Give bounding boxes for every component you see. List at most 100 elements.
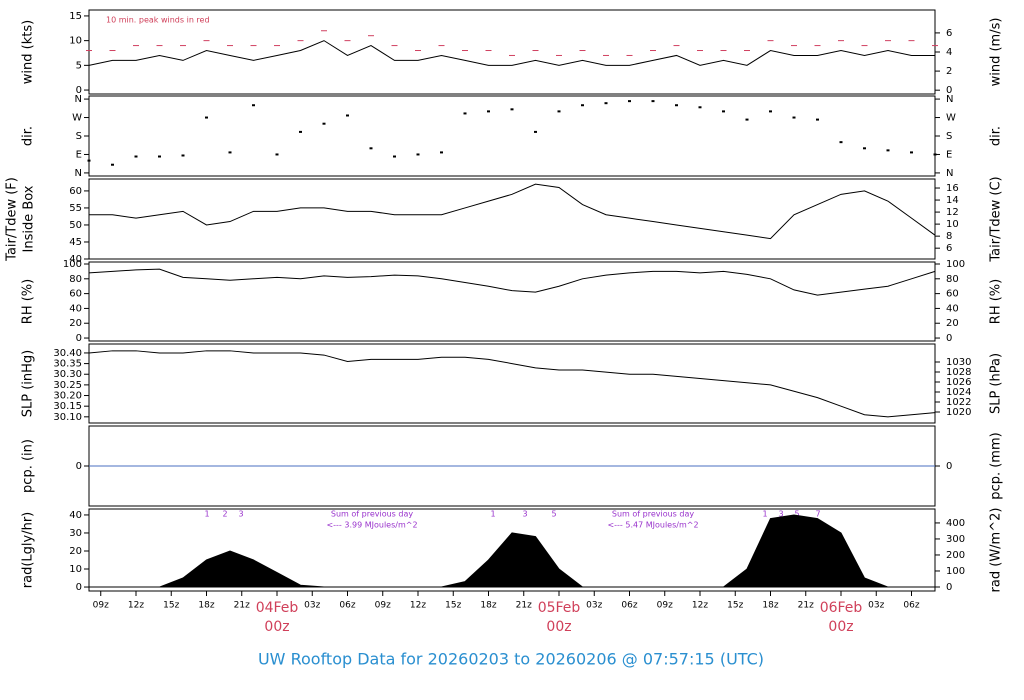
data-line bbox=[88, 40, 935, 66]
dir-point bbox=[933, 153, 937, 156]
dir-point bbox=[440, 151, 443, 154]
annotation: 1 bbox=[762, 510, 767, 519]
annotation: <--- 3.99 MJoules/m^2 bbox=[326, 521, 417, 530]
dir-point bbox=[275, 153, 279, 156]
annotation: 7 bbox=[815, 510, 820, 519]
y2-tick-label: 0 bbox=[946, 461, 952, 472]
dir-point bbox=[416, 153, 420, 156]
data-line bbox=[89, 183, 936, 240]
y-tick-label: 100 bbox=[63, 259, 82, 270]
y2-tick-label: 12 bbox=[946, 207, 959, 218]
annotation: Sum of previous day bbox=[612, 510, 694, 519]
dir-point bbox=[792, 116, 796, 119]
panel-frame bbox=[88, 508, 936, 592]
y-axis-label: rad(Lgly/hr) bbox=[21, 512, 36, 588]
dir-point bbox=[886, 149, 890, 152]
y2-tick-label: 1026 bbox=[946, 377, 971, 388]
x-tick-label: 15z bbox=[727, 601, 743, 611]
x-tick-label: 03z bbox=[868, 601, 884, 611]
y-tick-label: 30.15 bbox=[53, 401, 82, 412]
dir-point bbox=[228, 151, 232, 154]
y-axis-label: pcp. (in) bbox=[21, 439, 36, 493]
y2-tick-label: 0 bbox=[946, 582, 952, 593]
y2-axis-label: pcp. (mm) bbox=[989, 432, 1004, 499]
x-tick-label: 03z bbox=[304, 601, 320, 611]
dir-point bbox=[487, 110, 490, 113]
dir-point bbox=[369, 147, 373, 150]
radiation-area bbox=[89, 514, 935, 588]
x-tick-label: 06z bbox=[903, 601, 919, 611]
y2-tick-label: 1028 bbox=[946, 367, 971, 378]
y2-tick-label: 0 bbox=[946, 85, 952, 96]
y-axis-label: RH (%) bbox=[21, 279, 36, 324]
dir-point bbox=[158, 155, 161, 158]
dir-point bbox=[698, 106, 702, 109]
y2-axis-label: RH (%) bbox=[989, 279, 1004, 324]
y2-tick-label: 1024 bbox=[946, 387, 971, 398]
panel-frame bbox=[88, 95, 936, 177]
panel-frame bbox=[88, 343, 936, 424]
x-date-sublabel: 00z bbox=[546, 619, 571, 635]
dir-point bbox=[299, 130, 302, 133]
y-tick-label: 20 bbox=[69, 546, 82, 557]
dir-point bbox=[651, 100, 655, 103]
y-tick-label: 40 bbox=[69, 254, 82, 265]
dir-point bbox=[863, 147, 866, 150]
y2-tick-label: 300 bbox=[946, 534, 965, 545]
panel-frame bbox=[88, 178, 936, 260]
y-tick-label: W bbox=[72, 113, 82, 124]
y2-tick-label: 20 bbox=[946, 318, 959, 329]
y-tick-label: 0 bbox=[76, 333, 82, 344]
y2-tick-label: 14 bbox=[946, 195, 959, 206]
data-line bbox=[88, 350, 936, 418]
dir-point bbox=[205, 116, 208, 119]
y2-tick-label: 1020 bbox=[946, 407, 971, 418]
y-tick-label: 40 bbox=[69, 510, 82, 521]
dir-point bbox=[816, 118, 819, 121]
annotation: 1 bbox=[490, 510, 495, 519]
y-tick-label: 10 bbox=[69, 36, 82, 47]
dir-point bbox=[557, 110, 561, 113]
annotation: 5 bbox=[551, 510, 556, 519]
y-tick-label: 0 bbox=[76, 582, 82, 593]
x-tick-label: 12z bbox=[128, 601, 144, 611]
y2-axis-label: rad (W/m^2) bbox=[989, 508, 1004, 593]
annotation: Sum of previous day bbox=[331, 510, 413, 519]
x-tick-label: 09z bbox=[375, 601, 391, 611]
dir-point bbox=[510, 108, 514, 111]
y2-tick-label: 8 bbox=[946, 231, 952, 242]
x-tick-label: 15z bbox=[445, 601, 461, 611]
y2-axis-label: dir. bbox=[989, 126, 1004, 146]
x-tick-label: 18z bbox=[480, 601, 496, 611]
y-tick-label: 30.10 bbox=[53, 412, 82, 423]
dir-point bbox=[252, 104, 255, 107]
y-tick-label: 0 bbox=[76, 85, 82, 96]
dir-point bbox=[322, 122, 326, 125]
y2-axis-label: SLP (hPa) bbox=[989, 353, 1004, 414]
x-date-sublabel: 00z bbox=[264, 619, 289, 635]
y-tick-label: 30.20 bbox=[53, 391, 82, 402]
y-tick-label: 45 bbox=[69, 237, 82, 248]
dir-point bbox=[910, 151, 913, 154]
x-tick-label: 15z bbox=[163, 601, 179, 611]
dir-point bbox=[581, 104, 584, 107]
y-axis-label: SLP (inHg) bbox=[21, 350, 36, 418]
dir-point bbox=[722, 110, 725, 113]
y-tick-label: E bbox=[76, 149, 82, 160]
x-date-label: 05Feb bbox=[538, 600, 581, 616]
y2-axis-label: wind (m/s) bbox=[989, 18, 1004, 87]
y2-axis-label: Tair/Tdew (C) bbox=[989, 176, 1004, 262]
dir-point bbox=[87, 159, 91, 162]
x-tick-label: 21z bbox=[234, 601, 250, 611]
dir-point bbox=[628, 100, 631, 103]
annotation: 1 bbox=[204, 510, 209, 519]
x-tick-label: 18z bbox=[198, 601, 214, 611]
y2-tick-label: 6 bbox=[946, 28, 952, 39]
x-tick-label: 12z bbox=[410, 601, 426, 611]
x-date-sublabel: 00z bbox=[828, 619, 853, 635]
y2-tick-label: 1022 bbox=[946, 397, 971, 408]
x-tick-label: 03z bbox=[586, 601, 602, 611]
y2-tick-label: 100 bbox=[946, 566, 965, 577]
data-line bbox=[88, 268, 936, 296]
